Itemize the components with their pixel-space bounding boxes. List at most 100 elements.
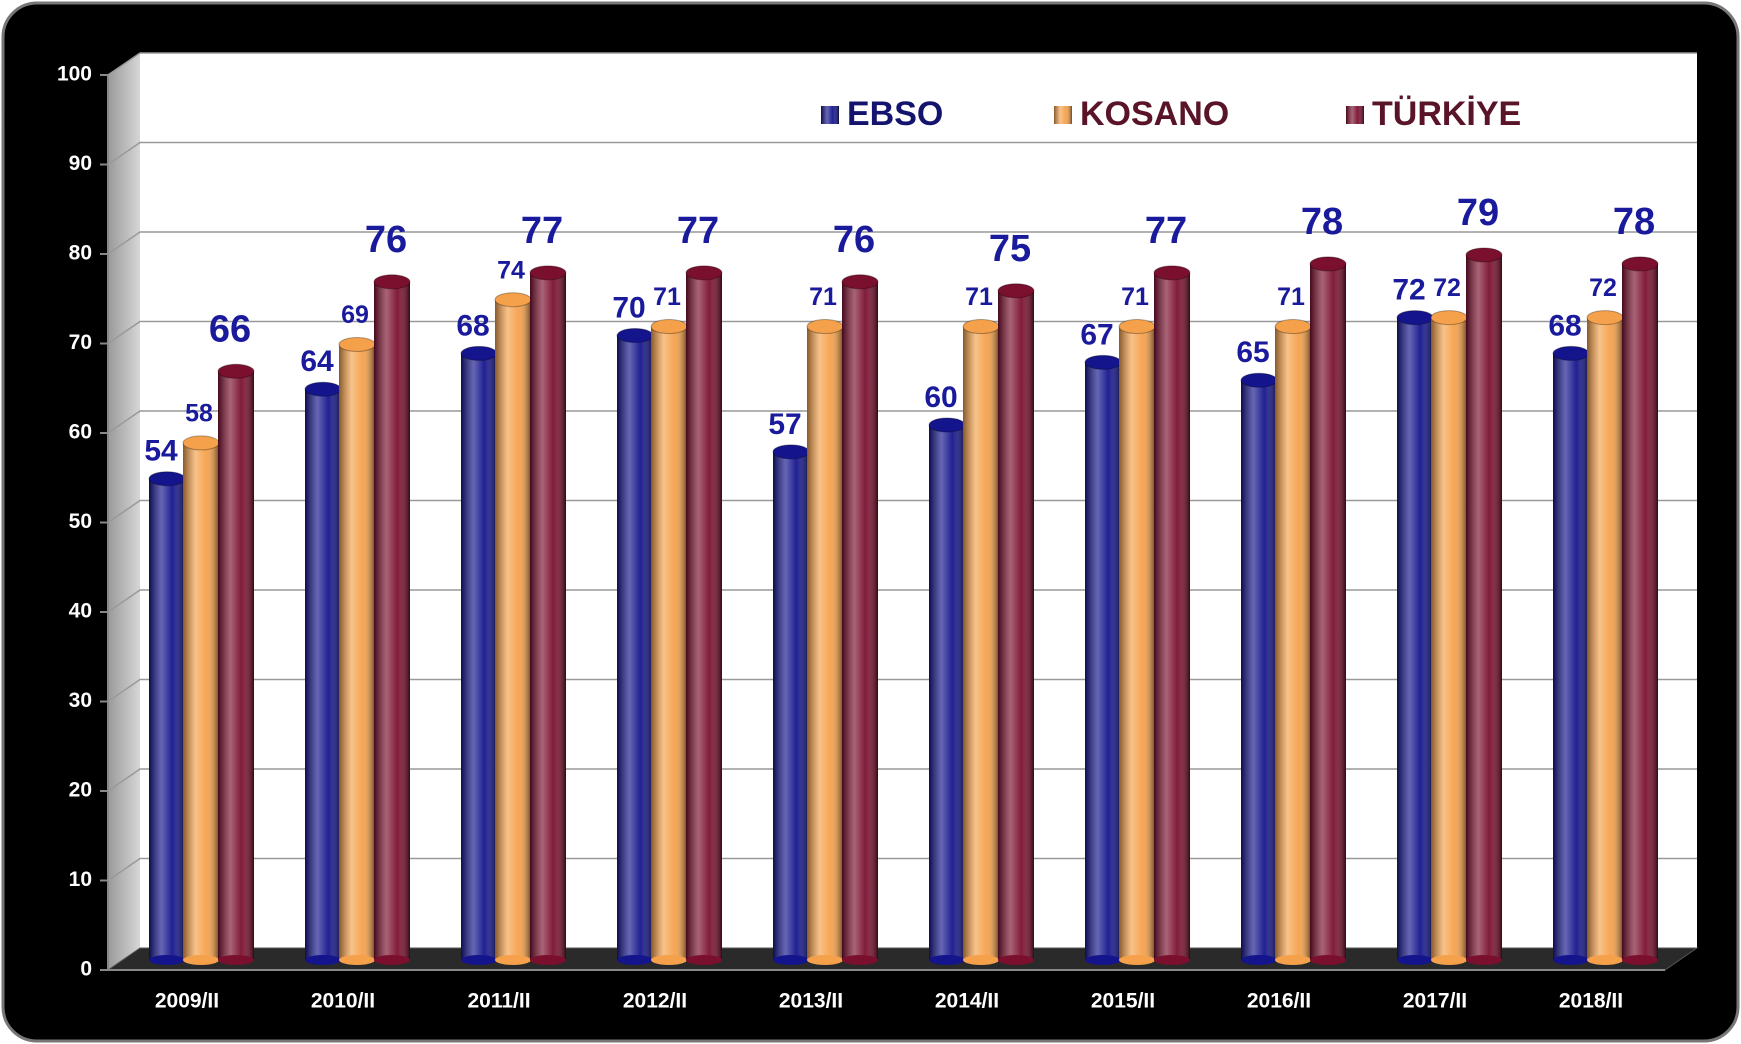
bar-top (997, 283, 1035, 299)
value-label: 77 (521, 210, 563, 252)
bar-bottom (1466, 955, 1502, 965)
bar-bottom (1119, 955, 1155, 965)
bar-top (1552, 345, 1590, 361)
bar-top (1465, 247, 1503, 263)
bar-shade (1154, 272, 1190, 961)
bar-top (1586, 310, 1624, 326)
bar-top (338, 336, 376, 352)
value-label: 78 (1613, 201, 1655, 243)
bar-bottom (929, 955, 965, 965)
bar-bottom (495, 955, 531, 965)
value-label: 74 (497, 256, 525, 284)
value-label: 66 (209, 308, 251, 350)
legend-label: KOSANO (1080, 95, 1229, 133)
bar-shade (1275, 326, 1311, 960)
bar-bottom (183, 955, 219, 965)
y-tick-label: 40 (69, 600, 92, 623)
grid-line (107, 231, 1697, 255)
value-label: 79 (1457, 192, 1499, 234)
bar-top (962, 319, 1000, 335)
value-label: 70 (612, 291, 645, 324)
bar-bottom (1085, 955, 1121, 965)
bar-shade (305, 389, 341, 960)
bar-top (806, 319, 844, 335)
y-tick-label: 10 (69, 868, 92, 891)
value-label: 68 (456, 309, 489, 342)
bar-bottom (651, 955, 687, 965)
bar-bottom (617, 955, 653, 965)
bar-shade (807, 326, 843, 960)
bar-shade (183, 442, 219, 960)
x-tick-label: 2009/II (155, 990, 219, 1013)
value-label: 65 (1236, 336, 1269, 369)
bar-top (1621, 256, 1659, 272)
bar-top (304, 381, 342, 397)
bar-bottom (1397, 955, 1433, 965)
bar-top (772, 444, 810, 460)
value-label: 76 (833, 219, 875, 261)
bar-bottom (218, 955, 254, 965)
bar-shade (1622, 263, 1658, 960)
value-label: 71 (653, 283, 681, 311)
bar-top (373, 274, 411, 290)
bar-top (460, 345, 498, 361)
x-tick-label: 2016/II (1247, 990, 1311, 1013)
x-tick-label: 2018/II (1559, 990, 1623, 1013)
bar-shade (1241, 380, 1277, 960)
bar-bottom (1431, 955, 1467, 965)
value-label: 68 (1548, 309, 1581, 342)
bar-top (616, 328, 654, 343)
bar-top (685, 265, 723, 281)
bar-top (1274, 319, 1312, 335)
bar-shade (773, 451, 809, 960)
bar-top (1153, 265, 1191, 281)
x-tick-label: 2010/II (311, 990, 375, 1013)
y-tick-label: 50 (69, 510, 92, 533)
bar-top (928, 417, 966, 433)
x-tick-label: 2013/II (779, 990, 843, 1013)
value-label: 76 (365, 219, 407, 261)
value-label: 57 (768, 408, 801, 441)
bar-bottom (1241, 955, 1277, 965)
value-label: 77 (677, 210, 719, 252)
bar-shade (218, 371, 254, 960)
bar-shade (339, 344, 375, 960)
legend-label: EBSO (847, 95, 943, 133)
legend-swatch-shade (1054, 106, 1072, 124)
bar-shade (495, 299, 531, 960)
bar-top (841, 274, 879, 290)
bar-bottom (1622, 955, 1658, 965)
x-tick-label: 2011/II (467, 990, 530, 1013)
bar-shade (1310, 263, 1346, 960)
bar-bottom (842, 955, 878, 965)
bar-top (1430, 310, 1468, 326)
bar-shade (1466, 254, 1502, 960)
legend-swatch-shade (1346, 106, 1364, 124)
value-label: 71 (965, 283, 993, 311)
bar-top (1309, 256, 1347, 272)
bar-top (217, 363, 255, 379)
y-tick-label: 100 (57, 63, 92, 86)
bar-bottom (1154, 955, 1190, 965)
bar-shade (998, 290, 1034, 960)
bar-bottom (773, 955, 809, 965)
bar-shade (461, 353, 497, 960)
bar-shade (651, 326, 687, 960)
bar-shade (617, 335, 653, 960)
value-label: 64 (300, 345, 334, 378)
value-label: 75 (989, 228, 1031, 270)
x-tick-label: 2015/II (1091, 990, 1155, 1013)
bar-bottom (149, 955, 185, 965)
bar-top (1396, 310, 1434, 326)
y-tick-label: 60 (69, 421, 92, 444)
bar-bottom (998, 955, 1034, 965)
value-label: 72 (1433, 274, 1461, 302)
x-tick-label: 2017/II (1403, 990, 1467, 1013)
bar-top (529, 265, 567, 281)
bar-top (494, 292, 532, 308)
bar-bottom (339, 955, 375, 965)
value-label: 71 (1277, 283, 1305, 311)
bar-bottom (963, 955, 999, 965)
legend-label: TÜRKİYE (1372, 95, 1521, 133)
